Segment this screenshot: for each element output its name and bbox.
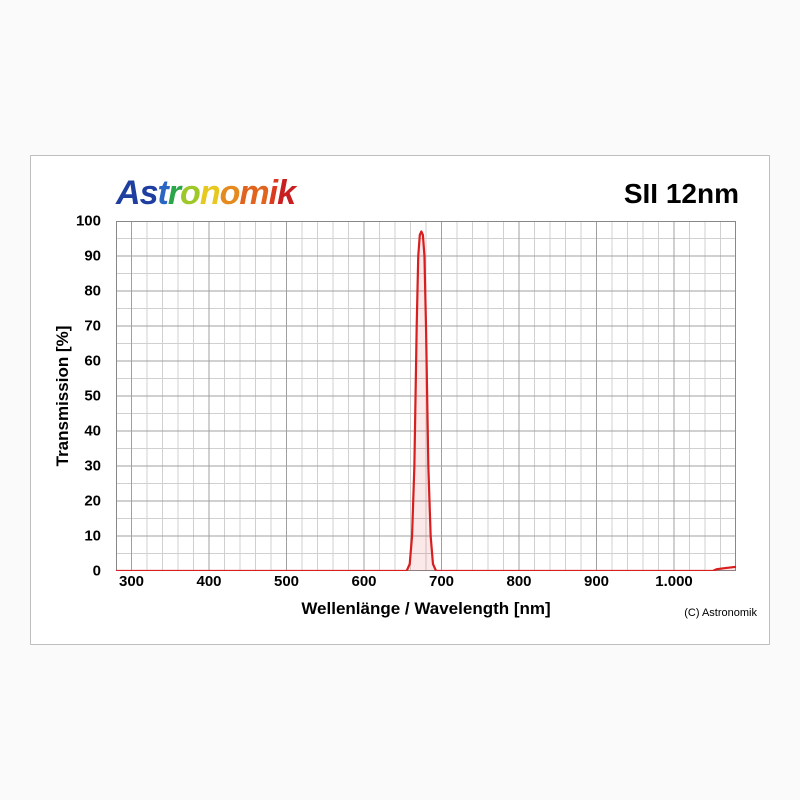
- y-tick-label: 60: [41, 353, 101, 370]
- product-label: SII 12nm: [624, 178, 739, 210]
- copyright-text: (C) Astronomik: [684, 607, 757, 619]
- x-tick-label: 800: [506, 573, 531, 590]
- y-tick-label: 30: [41, 458, 101, 475]
- y-tick-label: 50: [41, 388, 101, 405]
- x-tick-label: 400: [196, 573, 221, 590]
- chart-svg: [116, 221, 736, 571]
- x-axis-ticks: 300 400 500 600 700 800 900 1.000: [116, 573, 736, 598]
- x-tick-label: 600: [351, 573, 376, 590]
- x-axis-label: Wellenlänge / Wavelength [nm]: [116, 599, 736, 619]
- y-tick-label: 20: [41, 493, 101, 510]
- x-tick-label: 500: [274, 573, 299, 590]
- y-tick-label: 80: [41, 283, 101, 300]
- y-tick-label: 90: [41, 248, 101, 265]
- x-tick-label: 900: [584, 573, 609, 590]
- y-tick-label: 10: [41, 528, 101, 545]
- plot-area: [116, 221, 736, 571]
- y-tick-label: 100: [41, 213, 101, 230]
- y-axis-ticks: 0102030405060708090100: [31, 221, 111, 571]
- y-tick-label: 70: [41, 318, 101, 335]
- y-tick-label: 0: [41, 563, 101, 580]
- y-tick-label: 40: [41, 423, 101, 440]
- chart-frame: Astronomik SII 12nm Transmission [%] 010…: [30, 155, 770, 645]
- x-tick-label: 1.000: [655, 573, 693, 590]
- x-tick-label: 700: [429, 573, 454, 590]
- x-tick-label: 300: [119, 573, 144, 590]
- brand-logo: Astronomik: [116, 174, 295, 213]
- page-background: Astronomik SII 12nm Transmission [%] 010…: [0, 0, 800, 800]
